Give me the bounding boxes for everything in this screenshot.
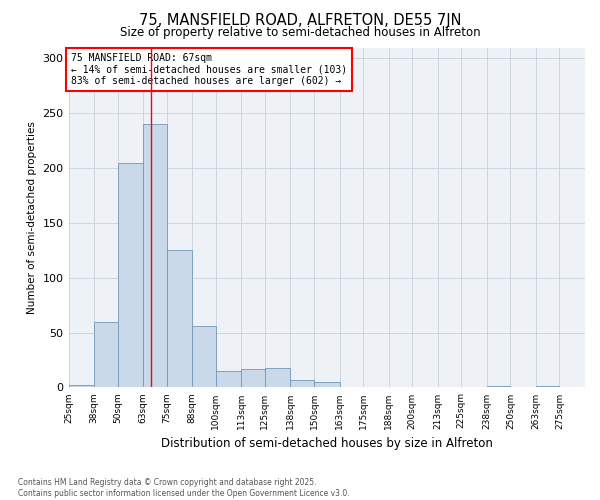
Bar bbox=[118, 162, 143, 388]
Bar bbox=[143, 124, 167, 388]
Text: 75, MANSFIELD ROAD, ALFRETON, DE55 7JN: 75, MANSFIELD ROAD, ALFRETON, DE55 7JN bbox=[139, 12, 461, 28]
Bar bbox=[94, 322, 118, 388]
Bar bbox=[241, 369, 265, 388]
Bar bbox=[536, 386, 559, 388]
X-axis label: Distribution of semi-detached houses by size in Alfreton: Distribution of semi-detached houses by … bbox=[161, 437, 493, 450]
Bar bbox=[216, 371, 241, 388]
Bar bbox=[265, 368, 290, 388]
Text: Contains HM Land Registry data © Crown copyright and database right 2025.
Contai: Contains HM Land Registry data © Crown c… bbox=[18, 478, 350, 498]
Bar bbox=[192, 326, 216, 388]
Bar bbox=[290, 380, 314, 388]
Text: 75 MANSFIELD ROAD: 67sqm
← 14% of semi-detached houses are smaller (103)
83% of : 75 MANSFIELD ROAD: 67sqm ← 14% of semi-d… bbox=[71, 52, 347, 86]
Bar bbox=[314, 382, 340, 388]
Y-axis label: Number of semi-detached properties: Number of semi-detached properties bbox=[27, 121, 37, 314]
Bar bbox=[68, 385, 94, 388]
Bar bbox=[487, 386, 511, 388]
Bar bbox=[167, 250, 192, 388]
Text: Size of property relative to semi-detached houses in Alfreton: Size of property relative to semi-detach… bbox=[119, 26, 481, 39]
